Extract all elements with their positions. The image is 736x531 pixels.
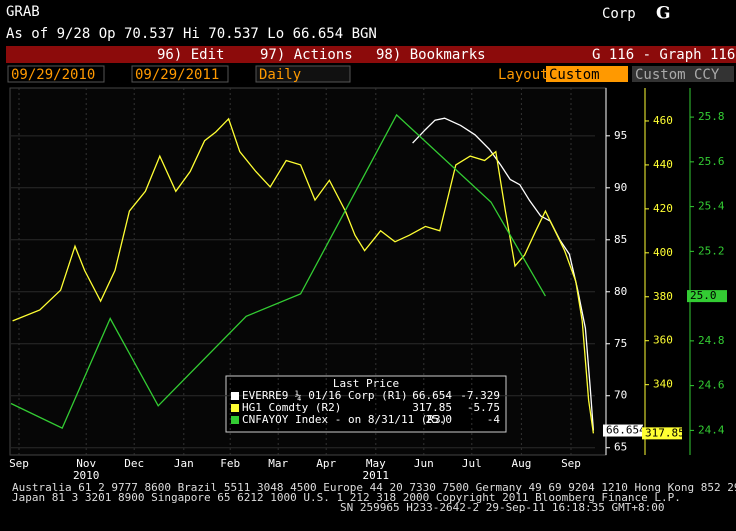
series-line xyxy=(10,113,546,429)
y-tick-label: 90 xyxy=(614,181,627,194)
y-tick-label: 400 xyxy=(653,246,673,259)
x-tick-label: Nov xyxy=(76,457,96,470)
legend-change: -4 xyxy=(487,413,501,426)
y-tick-label: 70 xyxy=(614,389,627,402)
menu-edit[interactable]: 96) Edit xyxy=(157,47,224,63)
page-id: G 116 - Graph 116 xyxy=(592,47,735,63)
legend-title: Last Price xyxy=(333,377,399,390)
last-value-label: 25.0 xyxy=(690,289,717,302)
y-tick-label: 380 xyxy=(653,290,673,303)
legend-name: CNFAYOY Index - on 8/31/11 (R3) xyxy=(242,413,447,426)
y-tick-label: 80 xyxy=(614,285,627,298)
x-tick-label: Jan xyxy=(174,457,194,470)
currency-field[interactable] xyxy=(632,66,734,82)
legend-last: 66.654 xyxy=(412,389,452,402)
end-field[interactable] xyxy=(131,65,229,83)
y-tick-label: 25.8 xyxy=(698,110,725,123)
function: GRAB xyxy=(6,4,40,20)
menu-bar xyxy=(6,46,546,63)
footer-line: Japan 81 3 3201 8900 Singapore 65 6212 1… xyxy=(12,491,681,504)
x-tick-label: Jun xyxy=(414,457,434,470)
y-tick-label: 340 xyxy=(653,378,673,391)
legend-change: -7.329 xyxy=(460,389,500,402)
y-tick-label: 75 xyxy=(614,337,627,350)
layout-field[interactable] xyxy=(546,66,628,82)
legend-last: 317.85 xyxy=(412,401,452,414)
layout-label: Layout xyxy=(498,67,549,83)
start-date: 09/29/2010 xyxy=(11,67,95,83)
y-tick-label: 24.4 xyxy=(698,423,725,436)
x-tick-label: Aug xyxy=(511,457,531,470)
x-tick-label: Feb xyxy=(220,457,240,470)
end-date: 09/29/2011 xyxy=(135,67,219,83)
year-label: 2011 xyxy=(363,469,390,482)
layout: Custom xyxy=(549,67,600,83)
menu-actions[interactable]: 97) Actions xyxy=(260,47,353,63)
start-field[interactable] xyxy=(7,65,105,83)
legend-swatch xyxy=(231,404,239,412)
legend-name: EVERRE9 ¼ 01/16 Corp (R1) xyxy=(242,389,408,402)
y-tick-label: 460 xyxy=(653,114,673,127)
menu-bookmarks[interactable]: 98) Bookmarks xyxy=(376,47,486,63)
x-tick-label: Jul xyxy=(462,457,482,470)
last-value-label: 317.85 xyxy=(645,426,685,439)
y-tick-label: 440 xyxy=(653,158,673,171)
y-tick-label: 85 xyxy=(614,233,627,246)
last-value-label: 66.654 xyxy=(606,424,646,437)
y-tick-label: 420 xyxy=(653,202,673,215)
legend-box xyxy=(225,375,507,433)
y-tick-label: 24.6 xyxy=(698,379,725,392)
footer-line: Australia 61 2 9777 8600 Brazil 5511 304… xyxy=(12,481,736,494)
legend-swatch xyxy=(231,392,239,400)
footer-line: SN 259965 H233-2642-2 29-Sep-11 16:18:35… xyxy=(340,501,665,514)
x-tick-label: Apr xyxy=(316,457,336,470)
y-tick-label: 24.8 xyxy=(698,334,725,347)
period: Daily xyxy=(259,67,301,83)
y-tick-label: 25.6 xyxy=(698,155,725,168)
quote: As of 9/28 Op 70.537 Hi 70.537 Lo 66.654… xyxy=(6,26,377,42)
y-tick-label: 65 xyxy=(614,441,627,454)
market: Corp xyxy=(602,6,636,22)
y-tick-label: 25.4 xyxy=(698,200,725,213)
y-tick-label: 360 xyxy=(653,334,673,347)
currency: Custom CCY xyxy=(635,67,720,83)
logo: G xyxy=(656,4,671,24)
legend-name: HG1 Comdty (R2) xyxy=(242,401,341,414)
x-tick-label: Sep xyxy=(561,457,581,470)
last-value-box xyxy=(687,290,727,303)
x-tick-label: Sep xyxy=(9,457,29,470)
x-tick-label: May xyxy=(366,457,386,470)
legend-change: -5.75 xyxy=(467,401,500,414)
last-value-box xyxy=(603,424,643,437)
page-bar xyxy=(546,46,736,63)
period-field[interactable] xyxy=(255,65,351,83)
y-tick-label: 25.2 xyxy=(698,244,725,257)
y-tick-label: 95 xyxy=(614,129,627,142)
legend-swatch xyxy=(231,416,239,424)
x-tick-label: Mar xyxy=(268,457,288,470)
x-tick-label: Dec xyxy=(124,457,144,470)
legend-last: 25.0 xyxy=(426,413,453,426)
last-value-box xyxy=(642,427,682,440)
year-label: 2010 xyxy=(73,469,100,482)
